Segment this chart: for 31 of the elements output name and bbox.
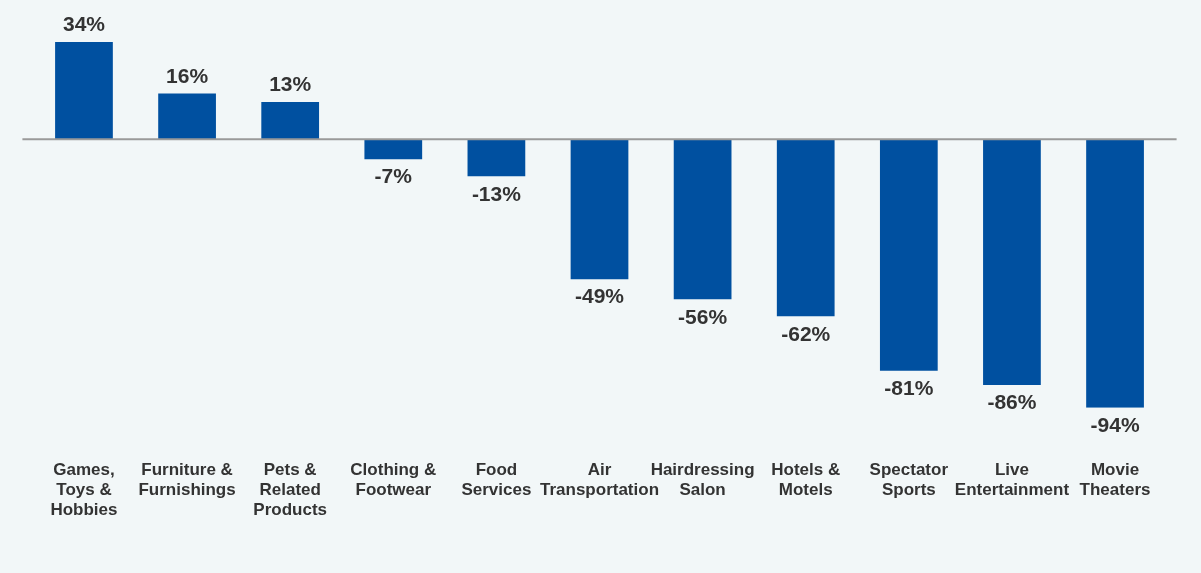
x-tick-label: Furniture & Furnishings (138, 459, 236, 500)
x-tick-label: Clothing & Footwear (350, 459, 437, 500)
bar (1086, 139, 1144, 408)
x-tick-label: Live Entertainment (954, 459, 1070, 500)
data-label: -81% (884, 375, 934, 399)
x-tick-label: Games, Toys & Hobbies (50, 459, 118, 520)
data-label: -62% (781, 321, 831, 345)
bar (570, 139, 629, 280)
x-tick-label: Movie Theaters (1079, 459, 1151, 500)
data-label: -13% (471, 181, 522, 205)
bar (673, 139, 732, 300)
data-label: -56% (678, 304, 728, 328)
x-tick-label: Food Services (461, 459, 532, 500)
data-label: -7% (374, 164, 413, 188)
x-tick-label: Pets & Related Products (253, 459, 328, 520)
bar (364, 139, 423, 160)
x-tick-label: Spectator Sports (869, 459, 949, 500)
data-label: -49% (574, 284, 625, 308)
bar (261, 102, 320, 140)
bar (467, 139, 526, 177)
data-label: 34% (62, 12, 106, 36)
bar (879, 139, 938, 371)
data-label: 13% (269, 72, 312, 96)
bar (158, 93, 216, 140)
bar (55, 42, 113, 140)
data-label: -86% (987, 390, 1037, 414)
bar (776, 139, 835, 317)
bar (983, 139, 1041, 385)
data-label: -94% (1090, 413, 1140, 437)
x-tick-label: Hotels & Motels (771, 459, 841, 500)
data-label: 16% (166, 63, 209, 87)
